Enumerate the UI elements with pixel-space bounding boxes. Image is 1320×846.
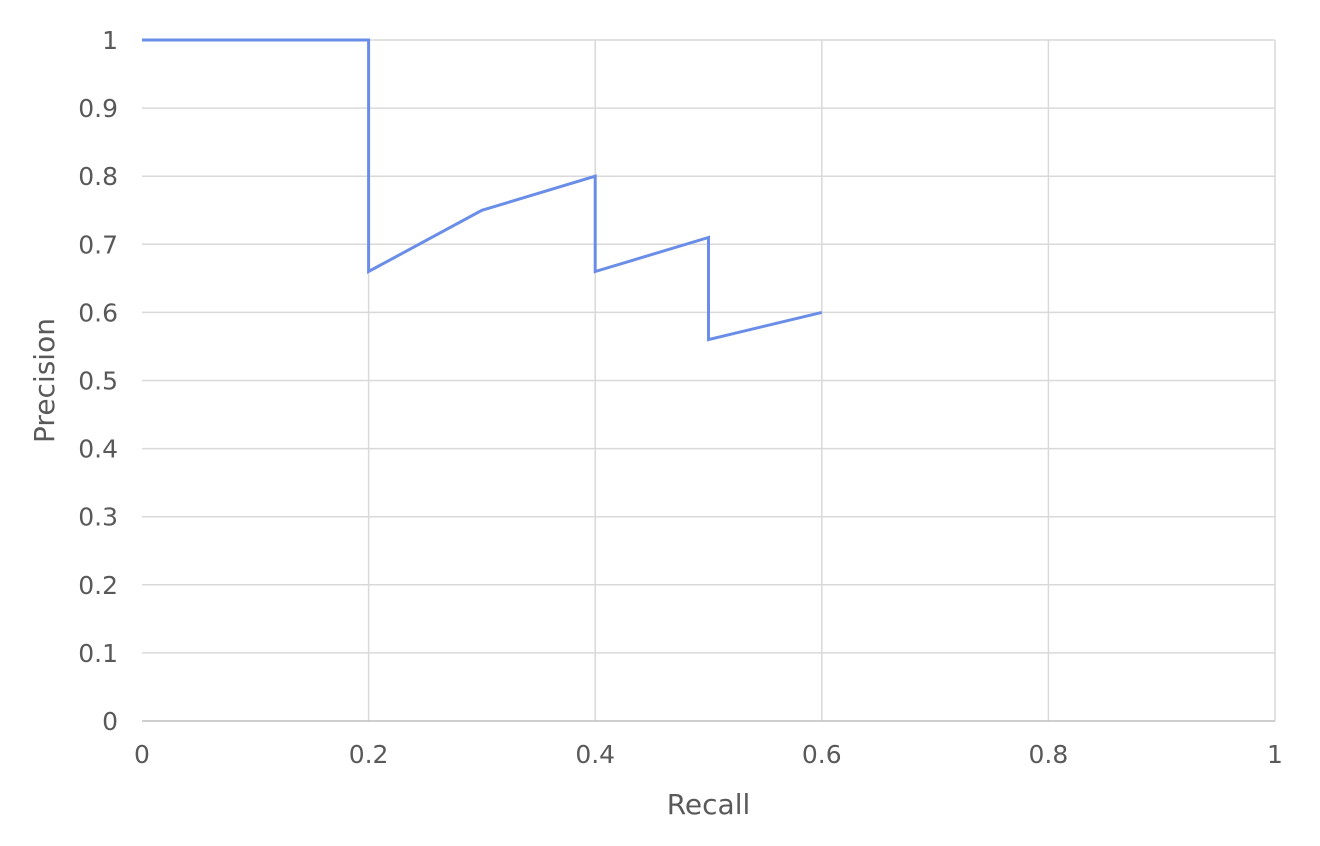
- y-tick-label: 1: [102, 26, 118, 55]
- y-tick-label: 0: [102, 707, 118, 736]
- x-tick-labels: 0 0.2 0.4 0.6 0.8 1: [134, 740, 1283, 769]
- x-tick-label: 0.4: [575, 740, 615, 769]
- y-tick-label: 0.3: [78, 503, 118, 532]
- y-tick-label: 0.4: [78, 435, 118, 464]
- x-tick-label: 0.2: [349, 740, 389, 769]
- y-tick-label: 0.7: [78, 230, 118, 259]
- y-tick-label: 0.1: [78, 639, 118, 668]
- y-tick-label: 0.5: [78, 367, 118, 396]
- y-axis-title: Precision: [28, 318, 61, 443]
- series-line-0: [142, 38, 823, 342]
- x-tick-label: 1: [1267, 740, 1283, 769]
- series-group: [142, 38, 823, 342]
- x-tick-label: 0.8: [1029, 740, 1069, 769]
- y-tick-label: 0.2: [78, 571, 118, 600]
- horizontal-gridlines: [142, 39, 1275, 654]
- y-tick-label: 0.9: [78, 94, 118, 123]
- y-tick-labels: 0 0.1 0.2 0.3 0.4 0.5 0.6 0.7 0.8 0.9 1: [78, 26, 118, 736]
- x-axis-title: Recall: [667, 788, 751, 821]
- x-tick-label: 0: [134, 740, 150, 769]
- x-tick-label: 0.6: [802, 740, 842, 769]
- y-tick-label: 0.6: [78, 298, 118, 327]
- y-tick-label: 0.8: [78, 162, 118, 191]
